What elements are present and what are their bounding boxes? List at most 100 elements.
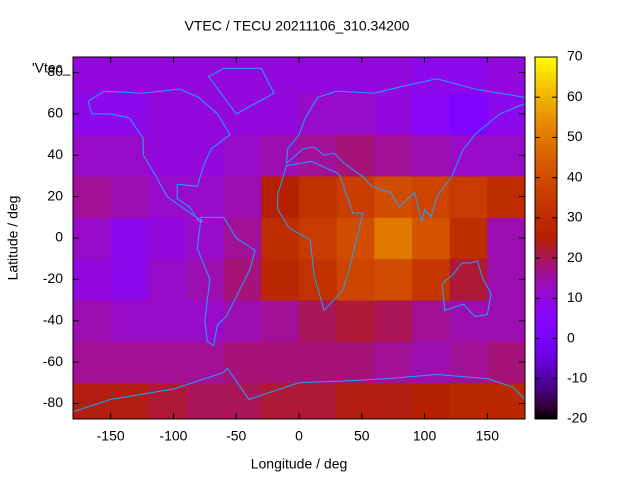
- heatmap-cell: [412, 217, 451, 260]
- coastlines: [73, 67, 525, 413]
- heatmap-cell: [223, 217, 262, 260]
- heatmap-cell: [148, 341, 187, 384]
- heatmap: [73, 57, 525, 419]
- colorbar-tick-label: -20: [567, 410, 587, 426]
- heatmap-cell: [374, 341, 413, 384]
- y-tick-label: 60: [47, 105, 63, 121]
- heatmap-cell: [73, 300, 112, 342]
- x-tick-label: 150: [476, 428, 500, 444]
- heatmap-cell: [412, 134, 451, 177]
- heatmap-cell: [449, 175, 488, 218]
- heatmap-cell: [110, 382, 149, 419]
- heatmap-cell: [374, 258, 413, 301]
- chart-title: VTEC / TECU 20211106_310.34200: [185, 18, 410, 34]
- colorbar-tick-label: -10: [567, 369, 587, 385]
- y-tick-label: -20: [43, 270, 63, 286]
- heatmap-cell: [261, 300, 300, 342]
- heatmap-cell: [186, 217, 225, 260]
- heatmap-cell: [148, 134, 187, 177]
- coastline: [285, 78, 525, 222]
- colorbar-tick-label: 60: [567, 88, 583, 104]
- coastline: [207, 67, 275, 115]
- heatmap-cell: [299, 341, 338, 384]
- heatmap-cell: [73, 258, 112, 301]
- x-tick-label: 0: [295, 428, 303, 444]
- heatmap-cell: [223, 382, 262, 419]
- colorbar-tick-label: 70: [567, 48, 583, 64]
- heatmap-cell: [261, 57, 300, 94]
- heatmap-cell: [261, 341, 300, 384]
- heatmap-cell: [148, 382, 187, 419]
- y-tick-label: 40: [47, 146, 63, 162]
- heatmap-cell: [73, 57, 112, 94]
- heatmap-cell: [261, 175, 300, 218]
- heatmap-cell: [186, 175, 225, 218]
- heatmap-cell: [299, 93, 338, 136]
- heatmap-cell: [487, 217, 525, 260]
- heatmap-cell: [487, 134, 525, 177]
- y-tick-label: -80: [43, 394, 63, 410]
- heatmap-cell: [73, 341, 112, 384]
- x-tick-label: -150: [97, 428, 125, 444]
- colorbar-tick-label: 0: [567, 329, 575, 345]
- heatmap-cell: [261, 258, 300, 301]
- heatmap-cell: [449, 93, 488, 136]
- heatmap-cell: [73, 217, 112, 260]
- heatmap-cell: [148, 300, 187, 342]
- heatmap-cell: [374, 217, 413, 260]
- x-tick-label: 100: [413, 428, 437, 444]
- heatmap-cell: [186, 57, 225, 94]
- heatmap-cell: [336, 57, 375, 94]
- heatmap-cell: [110, 175, 149, 218]
- x-tick-label: 50: [354, 428, 370, 444]
- heatmap-cell: [73, 134, 112, 177]
- heatmap-cell: [223, 134, 262, 177]
- x-tick-label: -50: [226, 428, 246, 444]
- coastline: [277, 160, 364, 312]
- heatmap-cell: [223, 175, 262, 218]
- heatmap-cell: [110, 217, 149, 260]
- heatmap-cell: [487, 382, 525, 419]
- heatmap-cell: [374, 134, 413, 177]
- heatmap-cell: [186, 382, 225, 419]
- x-axis-label: Longitude / deg: [251, 456, 348, 472]
- heatmap-cell: [186, 341, 225, 384]
- colorbar-tick-label: 50: [567, 128, 583, 144]
- heatmap-cell: [110, 57, 149, 94]
- heatmap-cell: [336, 217, 375, 260]
- heatmap-cell: [148, 258, 187, 301]
- heatmap-cell: [223, 93, 262, 136]
- heatmap-cell: [412, 93, 451, 136]
- heatmap-cell: [412, 175, 451, 218]
- annotation: 'Vtec_: [32, 60, 71, 76]
- heatmap-cell: [110, 341, 149, 384]
- y-tick-label: -60: [43, 353, 63, 369]
- y-axis-label: Latitude / deg: [5, 196, 21, 281]
- heatmap-cell: [336, 382, 375, 419]
- heatmap-cell: [299, 175, 338, 218]
- heatmap-cell: [299, 258, 338, 301]
- heatmap-cell: [412, 258, 451, 301]
- colorbar-tick-label: 30: [567, 209, 583, 225]
- heatmap-cell: [261, 93, 300, 136]
- heatmap-cell: [110, 258, 149, 301]
- heatmap-cell: [336, 134, 375, 177]
- heatmap-cell: [487, 258, 525, 301]
- heatmap-cell: [336, 341, 375, 384]
- y-tick-label: 0: [55, 229, 63, 245]
- heatmap-cell: [336, 258, 375, 301]
- heatmap-cell: [223, 341, 262, 384]
- heatmap-cell: [186, 134, 225, 177]
- heatmap-cell: [412, 300, 451, 342]
- heatmap-cell: [299, 382, 338, 419]
- heatmap-cell: [412, 57, 451, 94]
- heatmap-cell: [487, 93, 525, 136]
- heatmap-cell: [299, 217, 338, 260]
- coastline: [441, 260, 492, 318]
- heatmap-cell: [449, 382, 488, 419]
- y-tick-label: -40: [43, 311, 63, 327]
- colorbar-tick-label: 10: [567, 289, 583, 305]
- heatmap-cell: [449, 217, 488, 260]
- heatmap-cell: [449, 134, 488, 177]
